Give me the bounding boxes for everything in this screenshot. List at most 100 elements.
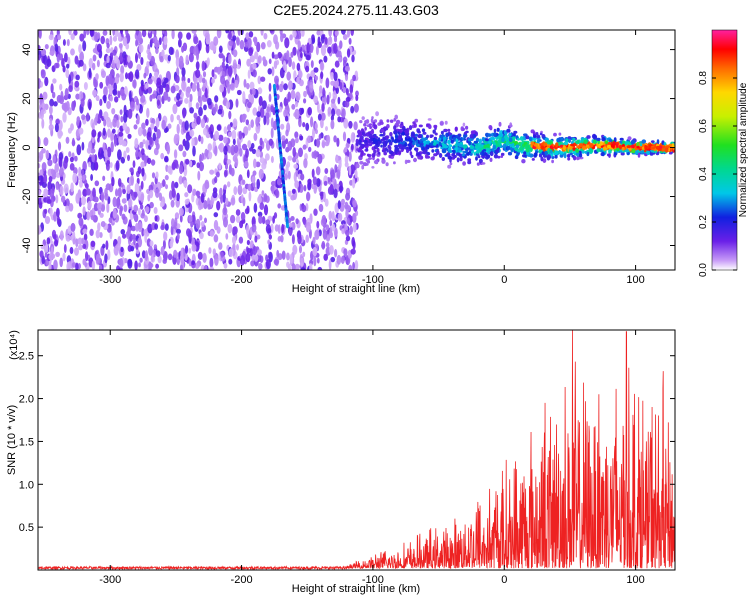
noise-cell — [174, 181, 179, 189]
spectrogram-x-tick-label: -300 — [99, 274, 121, 286]
noise-cell — [45, 260, 50, 266]
noise-cell — [145, 82, 149, 89]
noise-cell — [82, 40, 87, 52]
noise-cell — [287, 190, 292, 197]
noise-cell — [206, 57, 210, 66]
signal-cell — [621, 146, 625, 151]
signal-cell — [509, 124, 513, 128]
noise-cell — [283, 109, 288, 118]
noise-cell — [114, 76, 120, 84]
noise-cell — [69, 163, 75, 171]
noise-cell — [309, 263, 313, 270]
spectrogram-frame — [37, 29, 676, 271]
noise-cell — [143, 215, 148, 223]
noise-cell — [95, 73, 99, 81]
noise-cell — [341, 108, 346, 119]
noise-cell — [191, 260, 195, 266]
signal-cell — [546, 140, 551, 145]
noise-cell — [225, 233, 229, 240]
noise-cell — [94, 161, 99, 171]
noise-cell — [175, 100, 181, 107]
noise-cell — [259, 107, 265, 118]
noise-cell — [218, 143, 223, 151]
noise-cell — [316, 178, 321, 187]
noise-cell — [127, 133, 132, 139]
noise-cell — [49, 105, 53, 115]
signal-cell — [373, 124, 378, 130]
noise-cell — [291, 263, 296, 270]
noise-cell — [260, 30, 264, 36]
signal-cell — [478, 138, 482, 144]
noise-cell — [117, 32, 122, 42]
signal-cell — [640, 150, 645, 154]
signal-cell — [451, 149, 456, 153]
noise-cell — [68, 151, 72, 158]
noise-cell — [255, 116, 260, 127]
noise-cell — [92, 54, 97, 62]
noise-cell — [258, 215, 263, 224]
noise-cell — [220, 251, 224, 258]
noise-cell — [243, 78, 247, 88]
noise-cell — [298, 147, 303, 158]
noise-cell — [43, 173, 48, 184]
signal-cell — [395, 147, 400, 152]
signal-cell — [576, 156, 580, 161]
noise-cell — [109, 162, 113, 168]
noise-cell — [293, 163, 299, 169]
signal-cell — [556, 137, 561, 143]
noise-cell — [119, 72, 124, 83]
noise-cell — [106, 100, 111, 110]
signal-cell — [423, 149, 427, 155]
noise-cell — [264, 138, 268, 144]
noise-cell — [169, 240, 174, 249]
noise-cell — [61, 195, 66, 203]
signal-cell — [602, 146, 607, 151]
signal-cell — [371, 153, 376, 158]
noise-cell — [184, 97, 189, 104]
noise-cell — [355, 90, 359, 97]
signal-cell — [456, 152, 461, 156]
noise-cell — [203, 127, 208, 136]
noise-cell — [176, 257, 180, 266]
noise-cell — [279, 30, 283, 36]
signal-cell — [462, 150, 466, 154]
noise-cell — [82, 206, 86, 216]
noise-cell — [135, 52, 138, 63]
noise-cell — [75, 93, 80, 100]
noise-cell — [111, 176, 115, 187]
signal-cell — [572, 155, 577, 161]
noise-cell — [58, 167, 64, 177]
signal-cell — [532, 146, 537, 150]
noise-cell — [241, 143, 248, 151]
signal-cell — [606, 153, 610, 157]
noise-cell — [89, 30, 95, 37]
noise-cell — [272, 120, 278, 131]
signal-cell — [483, 144, 487, 149]
noise-cell — [345, 96, 351, 102]
noise-cell — [214, 95, 219, 103]
noise-cell — [195, 61, 200, 70]
noise-cell — [270, 105, 274, 113]
noise-cell — [168, 46, 174, 56]
noise-cell — [258, 168, 264, 180]
signal-cell — [367, 153, 372, 158]
noise-cell — [125, 72, 128, 80]
noise-cell — [307, 106, 313, 116]
noise-cell — [298, 70, 303, 79]
signal-cell — [480, 151, 483, 156]
noise-cell — [337, 212, 343, 222]
noise-cell — [296, 76, 300, 84]
noise-cell — [321, 240, 326, 250]
noise-cell — [105, 47, 111, 54]
noise-cell — [303, 98, 307, 104]
noise-cell — [173, 149, 178, 159]
noise-cell — [150, 159, 156, 166]
noise-cell — [257, 87, 263, 95]
noise-cell — [320, 34, 325, 44]
noise-cell — [55, 251, 60, 257]
noise-cell — [223, 202, 227, 214]
noise-cell — [242, 179, 246, 185]
noise-cell — [302, 144, 307, 150]
noise-cell — [342, 34, 348, 40]
